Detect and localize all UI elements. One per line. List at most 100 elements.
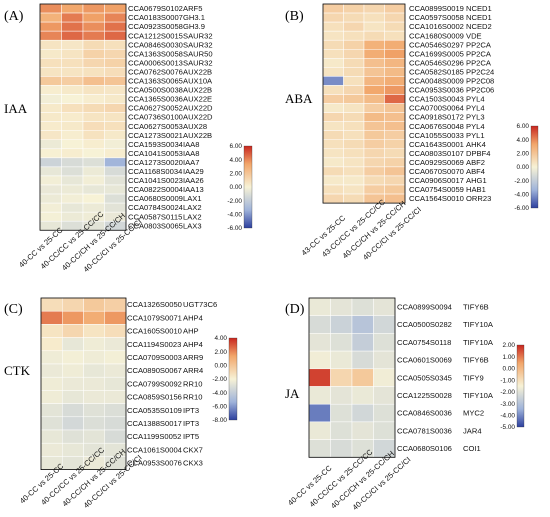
heatmap-cell: [62, 376, 84, 391]
gene-id-label: CCA1388S0017: [127, 419, 182, 428]
heatmap-cell: [363, 39, 385, 50]
gene-id-label: CCA1605S0010: [127, 327, 182, 336]
gene-name-label: AUX22D: [183, 113, 213, 122]
legend-tick-label: 2.00: [215, 349, 228, 356]
color-scale-bar: [530, 125, 539, 209]
heatmap-cell: [373, 403, 396, 423]
heatmap-cell: [384, 76, 406, 86]
heatmap-cell: [363, 130, 385, 140]
gene-name-label: ABF2: [466, 158, 485, 167]
gene-name-label: HAB1: [466, 185, 486, 194]
legend-tick-label: 4.00: [517, 137, 530, 144]
heatmap-cell: [373, 315, 396, 334]
legend-tick-label: 6.00: [517, 123, 530, 130]
heatmap-cell: [40, 337, 63, 352]
gene-name-label: PYL3: [466, 113, 485, 122]
heatmap-cell: [373, 350, 396, 370]
heatmap-cell: [308, 315, 331, 334]
heatmap-cell: [61, 112, 84, 122]
gene-id-label: CCA0546S0297: [409, 40, 464, 49]
heatmap-cell: [82, 103, 105, 113]
gene-id-label: CCA1699S0005: [409, 49, 464, 58]
heatmap-cell: [82, 139, 105, 150]
gene-id-label: CCA0006S0013: [128, 58, 183, 67]
heatmap-cell: [82, 12, 105, 23]
gene-id-label: CCA1055S0033: [409, 131, 464, 140]
heatmap-cell: [61, 157, 84, 168]
heatmap-cell: [82, 193, 105, 204]
heatmap-cell: [104, 103, 127, 113]
legend-tick-label: -4.00: [227, 212, 242, 219]
panel-letter: (D): [285, 302, 305, 317]
gene-id-label: CCA0822S0004: [128, 185, 183, 194]
legend-tick-label: 1.00: [503, 354, 516, 361]
heatmap-cell: [39, 49, 62, 59]
heatmap-cell: [322, 121, 344, 131]
heatmap-cell: [61, 67, 84, 77]
legend-tick-label: -2.00: [514, 178, 529, 185]
gene-name-label: SAUR32: [183, 40, 213, 49]
heatmap-cell: [363, 30, 385, 41]
heatmap-cell: [82, 67, 105, 77]
gene-id-label: CCA0546S0296: [409, 58, 464, 67]
heatmap-cell: [83, 403, 105, 418]
gene-id-label: CCA0953S0076: [127, 459, 182, 468]
gene-name-label: PYL1: [466, 131, 485, 140]
gene-name-label: PYL4: [466, 95, 485, 104]
gene-name-label: IAA26: [183, 176, 204, 185]
heatmap-cell: [363, 157, 385, 168]
heatmap-cell: [384, 3, 406, 14]
heatmap-cell: [83, 429, 105, 444]
heatmap-cell: [40, 416, 63, 431]
heatmap-cell: [61, 193, 84, 204]
heatmap-cell: [104, 139, 127, 150]
gene-id-label: CCA1273S0020: [128, 158, 183, 167]
gene-id-label: CCA1326S0050: [127, 300, 182, 309]
heatmap-cell: [82, 175, 105, 186]
heatmap-cell: [39, 139, 62, 150]
gene-name-label: PYL4: [466, 104, 485, 113]
gene-name-label: AUX22E: [183, 95, 212, 104]
heatmap-cell: [363, 76, 385, 86]
heatmap-cell: [363, 112, 385, 122]
gene-id-label: CCA1016S0002: [409, 22, 464, 31]
heatmap-cell: [330, 297, 353, 316]
heatmap-cell: [82, 85, 105, 95]
legend-tick-label: -8.00: [212, 417, 227, 424]
heatmap-cell: [104, 324, 127, 338]
panel-letter: (B): [285, 9, 304, 24]
gene-id-label: CCA0505S0345: [397, 373, 452, 382]
heatmap-cell: [104, 112, 127, 122]
gene-name-label: PP2C06: [466, 86, 494, 95]
gene-name-label: AHP4: [183, 340, 203, 349]
gene-id-label: CCA0929S0069: [409, 158, 464, 167]
heatmap-cell: [39, 166, 62, 177]
gene-id-label: CCA0500S0038: [128, 86, 183, 95]
legend-tick-label: -6.00: [514, 205, 529, 212]
gene-id-label: CCA0803S0107: [409, 149, 464, 158]
legend-tick-label: 6.00: [230, 143, 243, 150]
gene-name-label: NCED1: [466, 4, 492, 13]
heatmap-cell: [61, 30, 84, 41]
gene-name-label: MYC2: [463, 409, 484, 418]
heatmap-cell: [61, 121, 84, 131]
legend-tick-label: -1.00: [500, 377, 515, 384]
heatmap-cell: [343, 39, 365, 50]
heatmap-cell: [384, 58, 406, 68]
heatmap-cell: [61, 76, 84, 86]
gene-name-label: SAUR32: [183, 31, 213, 40]
gene-name-label: ARR4: [183, 366, 203, 375]
heatmap-cell: [351, 403, 374, 423]
heatmap-cell: [343, 12, 365, 23]
heatmap-cell: [384, 94, 406, 104]
heatmap-cell: [104, 337, 127, 352]
heatmap-cell: [373, 421, 396, 440]
heatmap-cell: [61, 85, 84, 95]
heatmap-cell: [104, 193, 127, 204]
gene-id-label: CCA1079S0071: [127, 313, 182, 322]
heatmap-cell: [40, 350, 63, 365]
heatmap-cell: [61, 130, 84, 140]
heatmap-cell: [83, 363, 105, 378]
heatmap-cell: [39, 94, 62, 104]
gene-id-label: CCA0670S0070: [409, 167, 464, 176]
